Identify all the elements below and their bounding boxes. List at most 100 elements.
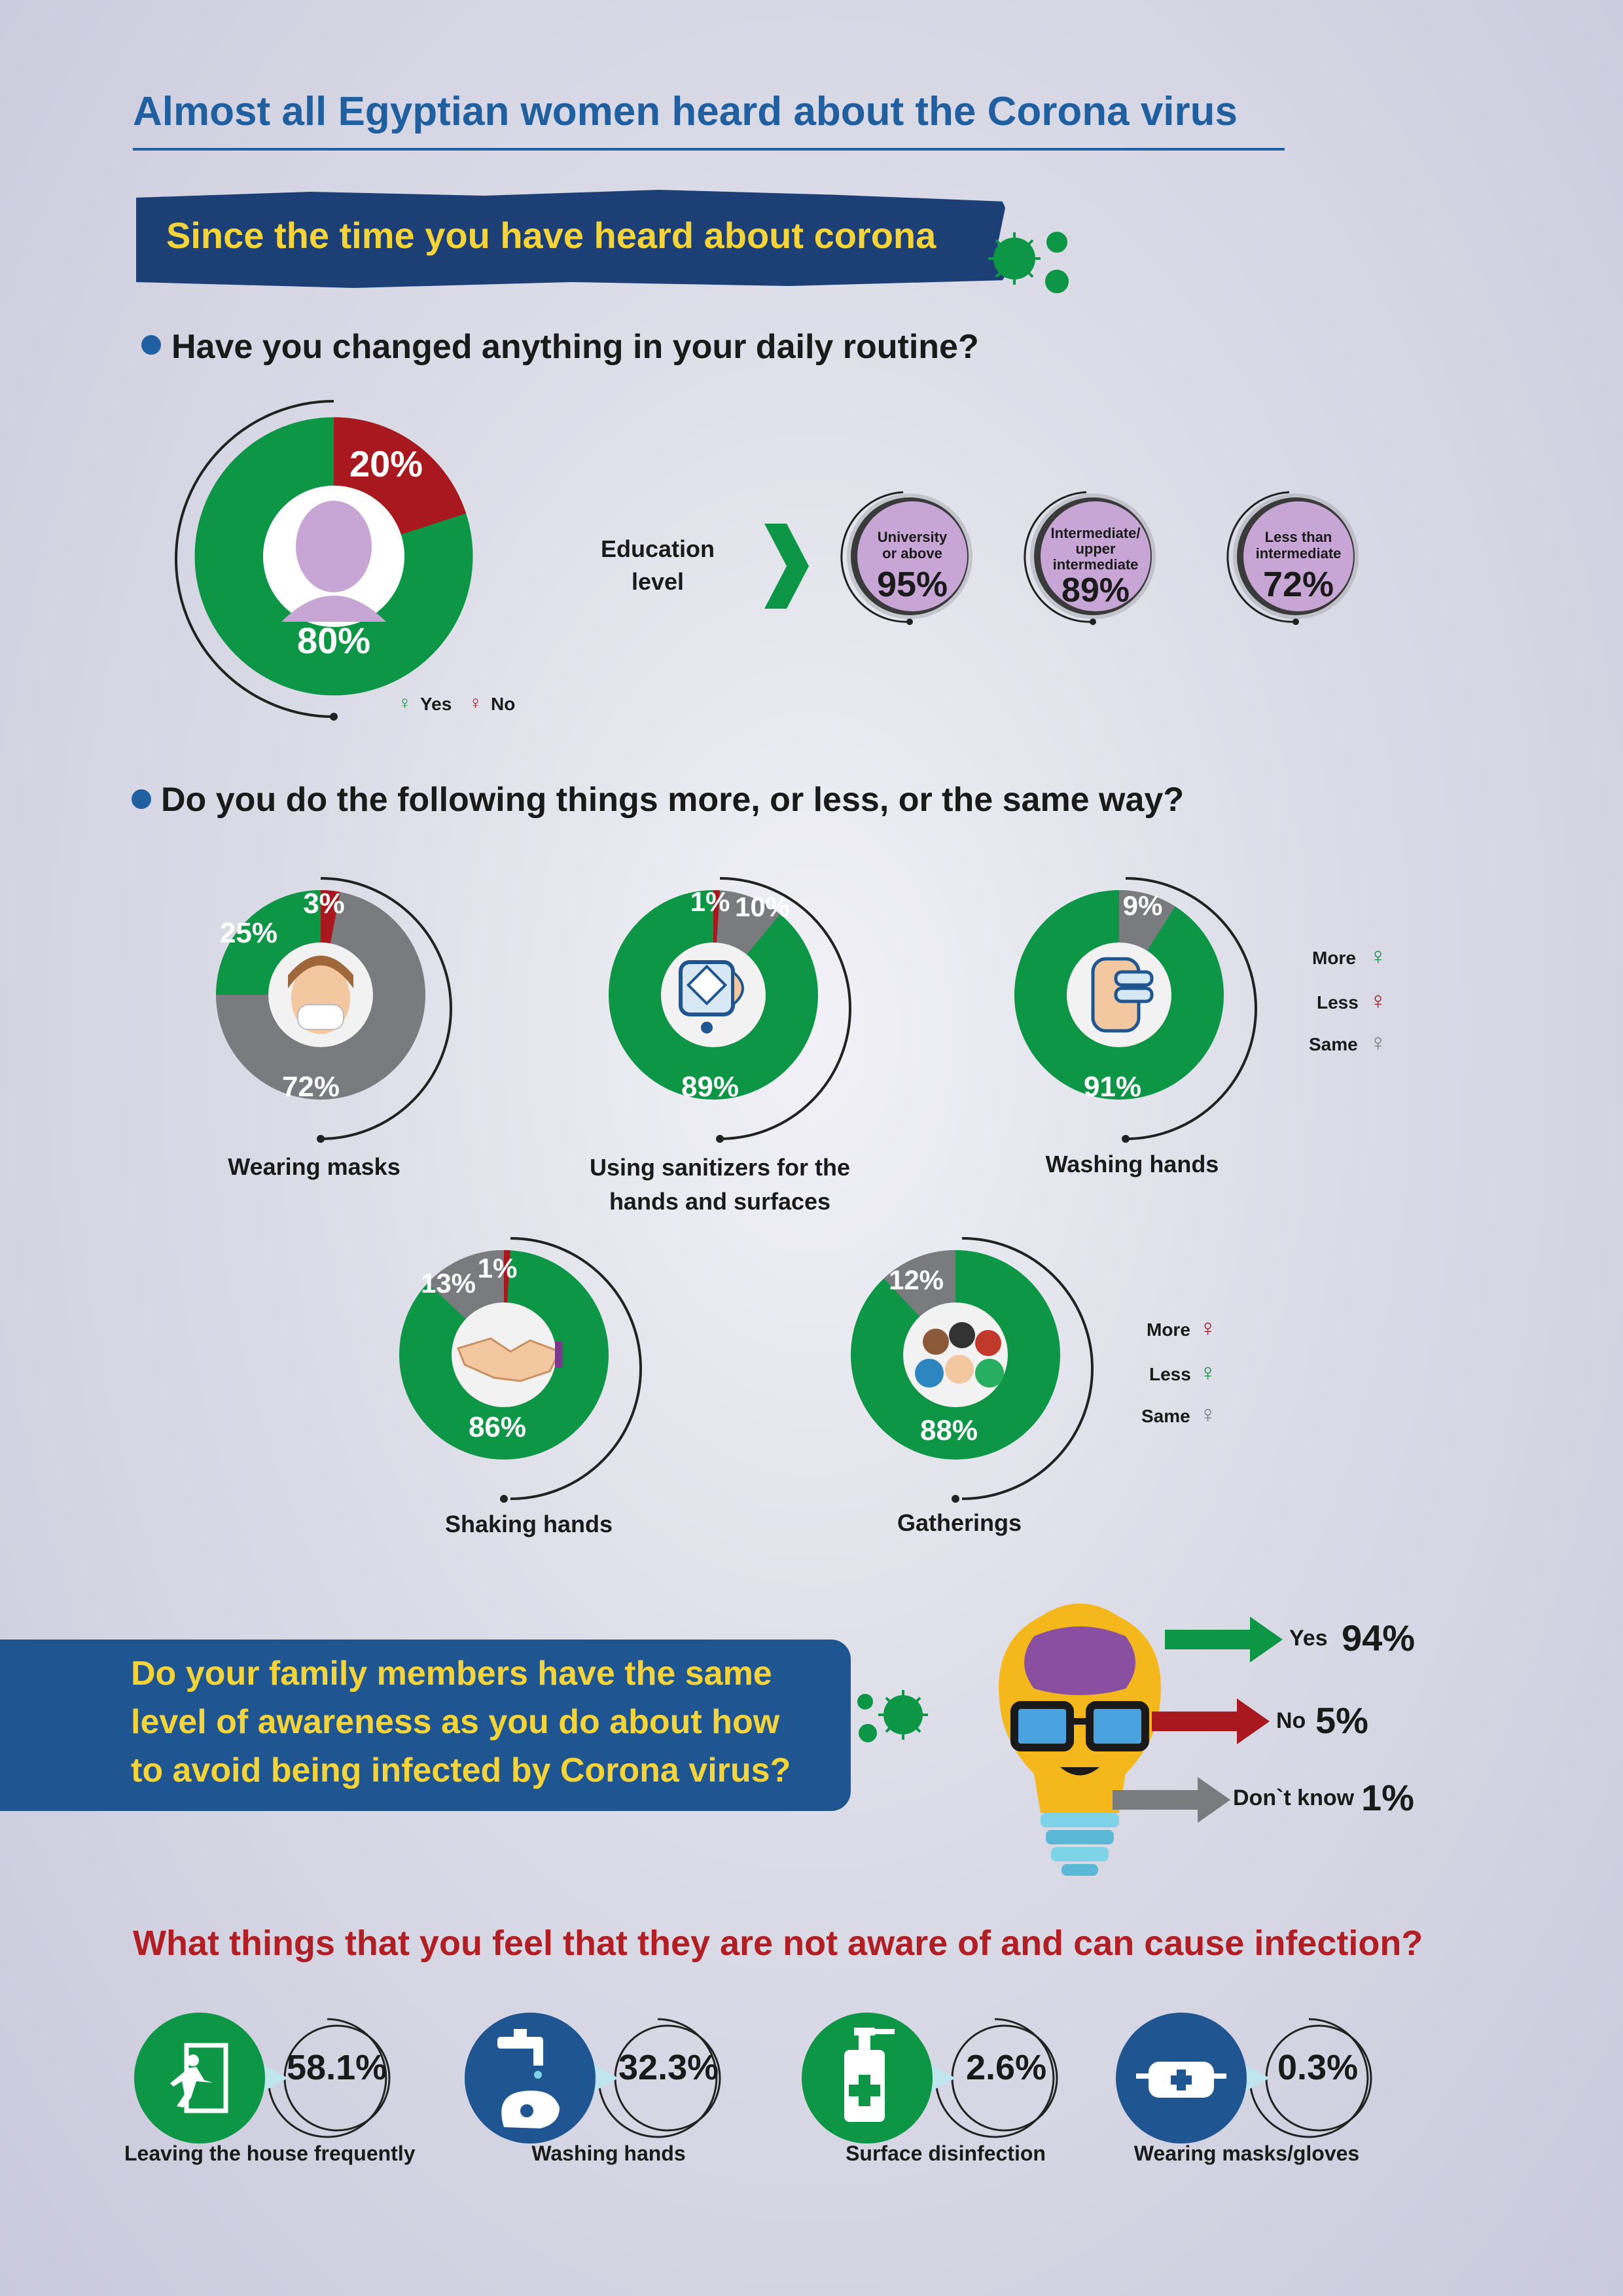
aware-label: Surface disinfection bbox=[846, 2142, 1046, 2165]
infection-question: What things that you feel that they are … bbox=[133, 1924, 1423, 1963]
crowd-icon bbox=[915, 1322, 1004, 1388]
family-question-line3: to avoid being infected by Corona virus? bbox=[131, 1751, 791, 1789]
yes-pct: 80% bbox=[297, 620, 370, 661]
virus-icon bbox=[988, 232, 1069, 293]
pct-label: 13% bbox=[421, 1268, 476, 1299]
education-pct: 89% bbox=[1061, 571, 1130, 609]
woman-silhouette-icon bbox=[281, 501, 386, 622]
aware-label: Washing hands bbox=[531, 2142, 686, 2165]
pct-label: 10% bbox=[735, 891, 790, 922]
legend-less: Less bbox=[1317, 992, 1359, 1013]
education-text-2: intermediate bbox=[1255, 545, 1342, 562]
donut-segment-no bbox=[194, 417, 473, 696]
family-question-line1: Do your family members have the same bbox=[131, 1655, 772, 1693]
aware-item-1 bbox=[134, 2013, 391, 2144]
pct-label: 12% bbox=[889, 1265, 944, 1295]
answer-label: No bbox=[1276, 1708, 1306, 1733]
legend-more-icon: ♀ bbox=[1199, 1314, 1217, 1341]
education-text-2: or above bbox=[882, 545, 942, 562]
aware-item-3 bbox=[802, 2013, 1058, 2144]
pct-label: 91% bbox=[1084, 1071, 1141, 1103]
legend-same: Same bbox=[1141, 1406, 1190, 1426]
item-label: Gatherings bbox=[897, 1509, 1022, 1536]
legend-more-icon: ♀ bbox=[1369, 942, 1387, 969]
education-label: Education bbox=[600, 535, 715, 562]
page-title: Almost all Egyptian women heard about th… bbox=[133, 89, 1238, 134]
aware-pct: 58.1% bbox=[287, 2048, 387, 2087]
legend-more: More bbox=[1147, 1319, 1190, 1340]
pct-label: 89% bbox=[681, 1071, 739, 1103]
banner-text: Since the time you have heard about coro… bbox=[166, 215, 936, 256]
answer-label: Don`t know bbox=[1233, 1785, 1355, 1810]
aware-item-4 bbox=[1116, 2013, 1372, 2144]
washing-hands-icon bbox=[1091, 957, 1154, 1033]
washing-donut-chart: 9% 91% bbox=[1014, 877, 1257, 1143]
education-text-2: upper bbox=[1075, 541, 1116, 557]
sanitizers-donut-chart: 1% 10% 89% bbox=[609, 877, 851, 1143]
no-pct: 20% bbox=[349, 443, 423, 484]
education-pct: 72% bbox=[1262, 565, 1334, 604]
pct-label: 25% bbox=[220, 917, 277, 949]
aware-pct: 0.3% bbox=[1277, 2048, 1359, 2087]
aware-label: Leaving the house frequently bbox=[124, 2142, 416, 2165]
faucet-hand-icon bbox=[497, 2029, 560, 2128]
education-item: Less than intermediate 72% bbox=[1217, 478, 1361, 635]
pct-label: 86% bbox=[469, 1411, 526, 1443]
legend-yes: Yes bbox=[420, 694, 452, 714]
education-text-1: Less than bbox=[1264, 529, 1332, 545]
education-item: University or above 95% bbox=[831, 478, 975, 635]
education-pct: 95% bbox=[876, 565, 948, 604]
legend-more: More bbox=[1312, 948, 1356, 968]
item-label: Shaking hands bbox=[444, 1511, 613, 1537]
shaking-donut-chart: 13% 1% 86% bbox=[399, 1237, 642, 1503]
item-label-line1: Using sanitizers for the bbox=[589, 1154, 851, 1181]
aware-pct: 32.3% bbox=[618, 2048, 719, 2087]
arrow-no-icon bbox=[1152, 1698, 1270, 1744]
title-underline bbox=[133, 148, 1285, 151]
q2-question: Do you do the following things more, or … bbox=[161, 781, 1185, 819]
arrow-dont-know-icon bbox=[1113, 1777, 1230, 1823]
education-text-3: intermediate bbox=[1052, 556, 1139, 573]
legend-no-icon: ♀ bbox=[469, 692, 482, 713]
section-banner bbox=[136, 190, 1007, 288]
legend-same: Same bbox=[1309, 1034, 1358, 1054]
virus-icon bbox=[857, 1690, 928, 1742]
pct-label: 3% bbox=[303, 888, 345, 920]
pct-label: 1% bbox=[478, 1253, 518, 1283]
legend-less: Less bbox=[1149, 1364, 1191, 1384]
legend-same-icon: ♀ bbox=[1199, 1401, 1217, 1427]
aware-item-2 bbox=[465, 2013, 721, 2144]
handshake-icon bbox=[456, 1337, 563, 1382]
aware-label: Wearing masks/gloves bbox=[1133, 2142, 1360, 2165]
education-text-1: Intermediate/ bbox=[1050, 525, 1141, 541]
pct-label: 1% bbox=[690, 886, 730, 917]
answer-label: Yes bbox=[1289, 1626, 1328, 1651]
mask-icon bbox=[1136, 2062, 1226, 2098]
legend-same-icon: ♀ bbox=[1369, 1029, 1387, 1056]
exit-door-icon bbox=[170, 2043, 228, 2113]
disinfectant-bottle-icon bbox=[844, 2028, 895, 2122]
pct-label: 88% bbox=[920, 1414, 978, 1446]
pct-label: 9% bbox=[1123, 890, 1163, 921]
aware-pct: 2.6% bbox=[966, 2048, 1047, 2087]
item-label: Washing hands bbox=[1045, 1151, 1219, 1177]
legend-less-icon: ♀ bbox=[1369, 987, 1387, 1014]
gatherings-donut-chart: 12% 88% bbox=[851, 1237, 1094, 1503]
education-label-2: level bbox=[631, 568, 685, 595]
mask-woman-icon bbox=[288, 956, 353, 1034]
answer-pct: 5% bbox=[1315, 1700, 1368, 1741]
answer-pct: 94% bbox=[1342, 1617, 1416, 1659]
family-question-box bbox=[0, 1640, 851, 1811]
chevron-right-icon bbox=[764, 524, 809, 609]
item-label: Wearing masks bbox=[228, 1153, 401, 1180]
routine-donut-chart: 20% 80% bbox=[175, 400, 473, 721]
education-item: Intermediate/ upper intermediate 89% bbox=[1014, 478, 1158, 635]
education-text-1: University bbox=[877, 529, 948, 545]
bullet bbox=[141, 335, 161, 355]
family-question-line2: level of awareness as you do about how bbox=[131, 1703, 780, 1741]
sanitizer-icon bbox=[679, 960, 744, 1033]
legend-less-icon: ♀ bbox=[1199, 1359, 1217, 1386]
bullet bbox=[132, 789, 151, 809]
legend-yes-icon: ♀ bbox=[398, 692, 412, 713]
answer-pct: 1% bbox=[1361, 1777, 1414, 1818]
